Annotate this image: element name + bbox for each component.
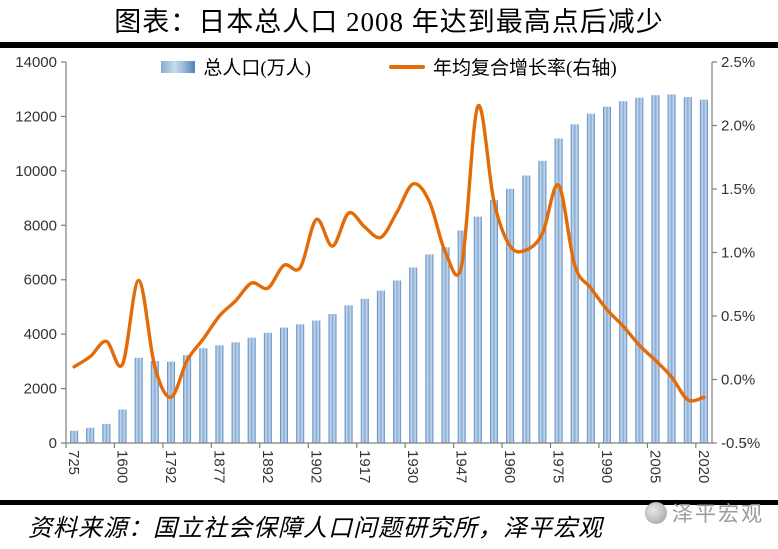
population-bar	[570, 124, 579, 444]
population-bar	[167, 361, 175, 443]
population-bar	[554, 138, 563, 443]
legend-item-population: 总人口(万人)	[161, 53, 311, 80]
page-title: 图表：日本总人口 2008 年达到最高点后减少	[114, 7, 664, 37]
population-bar	[118, 409, 127, 443]
left-axis-label: 14000	[15, 54, 57, 71]
population-bar	[522, 175, 531, 443]
population-bar	[215, 345, 224, 443]
x-axis-label: 1960	[501, 450, 518, 483]
x-axis-label: 1930	[404, 450, 421, 483]
population-bar	[667, 94, 676, 444]
left-axis-label: 8000	[24, 217, 57, 234]
legend-item-growth: 年均复合增长率(右轴)	[389, 53, 617, 80]
x-axis-label: 1975	[550, 450, 567, 483]
population-bar	[603, 106, 611, 443]
population-bar	[635, 97, 644, 443]
x-axis-label: 1877	[210, 450, 227, 483]
population-bar	[376, 290, 385, 443]
population-bar	[263, 332, 272, 443]
x-axis-label: 2005	[647, 450, 664, 483]
population-bar	[360, 298, 369, 443]
population-bar	[425, 254, 434, 443]
left-axis-label: 4000	[24, 326, 57, 343]
population-bar	[683, 97, 692, 443]
right-axis-label: -0.5%	[721, 435, 760, 452]
population-bar	[296, 324, 305, 443]
title-divider	[0, 42, 778, 48]
x-axis-label: 725	[65, 450, 82, 475]
growth-rate-line	[72, 104, 706, 403]
population-bar	[457, 230, 466, 443]
population-bar	[409, 267, 418, 443]
x-axis-label: 1917	[356, 450, 373, 483]
right-axis-label: 2.0%	[721, 118, 755, 135]
right-axis-label: 0.5%	[721, 308, 755, 325]
footer: 资料来源：国立社会保障人口问题研究所，泽平宏观 泽平宏观	[0, 502, 778, 549]
population-bar	[473, 216, 482, 443]
chart-canvas: 0 2000 4000 6000 8000 10000 12000 14000 -0.5% 0.0…	[15, 54, 760, 483]
population-bar	[344, 305, 353, 443]
population-bar	[328, 314, 337, 443]
right-axis-label: 2.5%	[721, 54, 755, 71]
population-bar	[231, 342, 240, 443]
population-bar	[150, 361, 159, 443]
population-bar	[86, 427, 95, 443]
footer-divider	[0, 500, 778, 505]
population-bar	[651, 95, 660, 443]
bar-swatch-icon	[161, 60, 196, 73]
x-axis-label: 1892	[259, 450, 276, 483]
source-text: 资料来源：国立社会保障人口问题研究所，泽平宏观	[28, 516, 603, 542]
right-axis-label: 1.0%	[721, 245, 755, 262]
population-bar	[102, 423, 111, 443]
population-bar	[247, 337, 256, 443]
x-axis-label: 1600	[114, 450, 131, 483]
watermark: 泽平宏观	[645, 498, 764, 528]
line-swatch-icon	[389, 64, 425, 69]
population-bar	[619, 101, 628, 443]
population-bar	[393, 280, 402, 443]
left-axis-label: 2000	[24, 381, 57, 398]
axis-frame	[65, 62, 713, 444]
population-bar	[506, 188, 515, 443]
x-axis-label: 1990	[598, 450, 615, 483]
right-axis-label: 1.5%	[721, 181, 755, 198]
population-bar	[490, 200, 498, 443]
left-axis-label: 12000	[15, 108, 57, 125]
legend: 总人口(万人) 年均复合增长率(右轴)	[0, 53, 778, 80]
x-axis-label: 1902	[307, 450, 324, 483]
x-axis-label: 2020	[695, 450, 712, 483]
legend-label-growth: 年均复合增长率(右轴)	[433, 58, 617, 79]
population-bar	[538, 160, 547, 444]
x-axis-label: 1947	[453, 450, 470, 483]
x-axis-label: 1792	[162, 450, 179, 483]
population-bar	[280, 327, 288, 443]
population-bar	[312, 320, 321, 443]
legend-label-population: 总人口(万人)	[203, 58, 311, 79]
population-bar	[183, 355, 192, 443]
watermark-logo-icon	[645, 502, 667, 524]
population-bar	[441, 247, 450, 443]
population-bar	[70, 430, 79, 443]
population-bar	[199, 348, 208, 443]
population-bar	[699, 99, 708, 443]
right-axis-label: 0.0%	[721, 372, 755, 389]
left-axis-label: 6000	[24, 272, 57, 289]
chart-area: 总人口(万人) 年均复合增长率(右轴) 0 2000 4000 6000 8000 100…	[0, 48, 778, 500]
left-axis-label: 10000	[15, 163, 57, 180]
watermark-text: 泽平宏观	[672, 502, 764, 526]
population-bar	[134, 357, 143, 443]
population-bar	[586, 113, 595, 443]
left-axis-label: 0	[49, 435, 57, 452]
